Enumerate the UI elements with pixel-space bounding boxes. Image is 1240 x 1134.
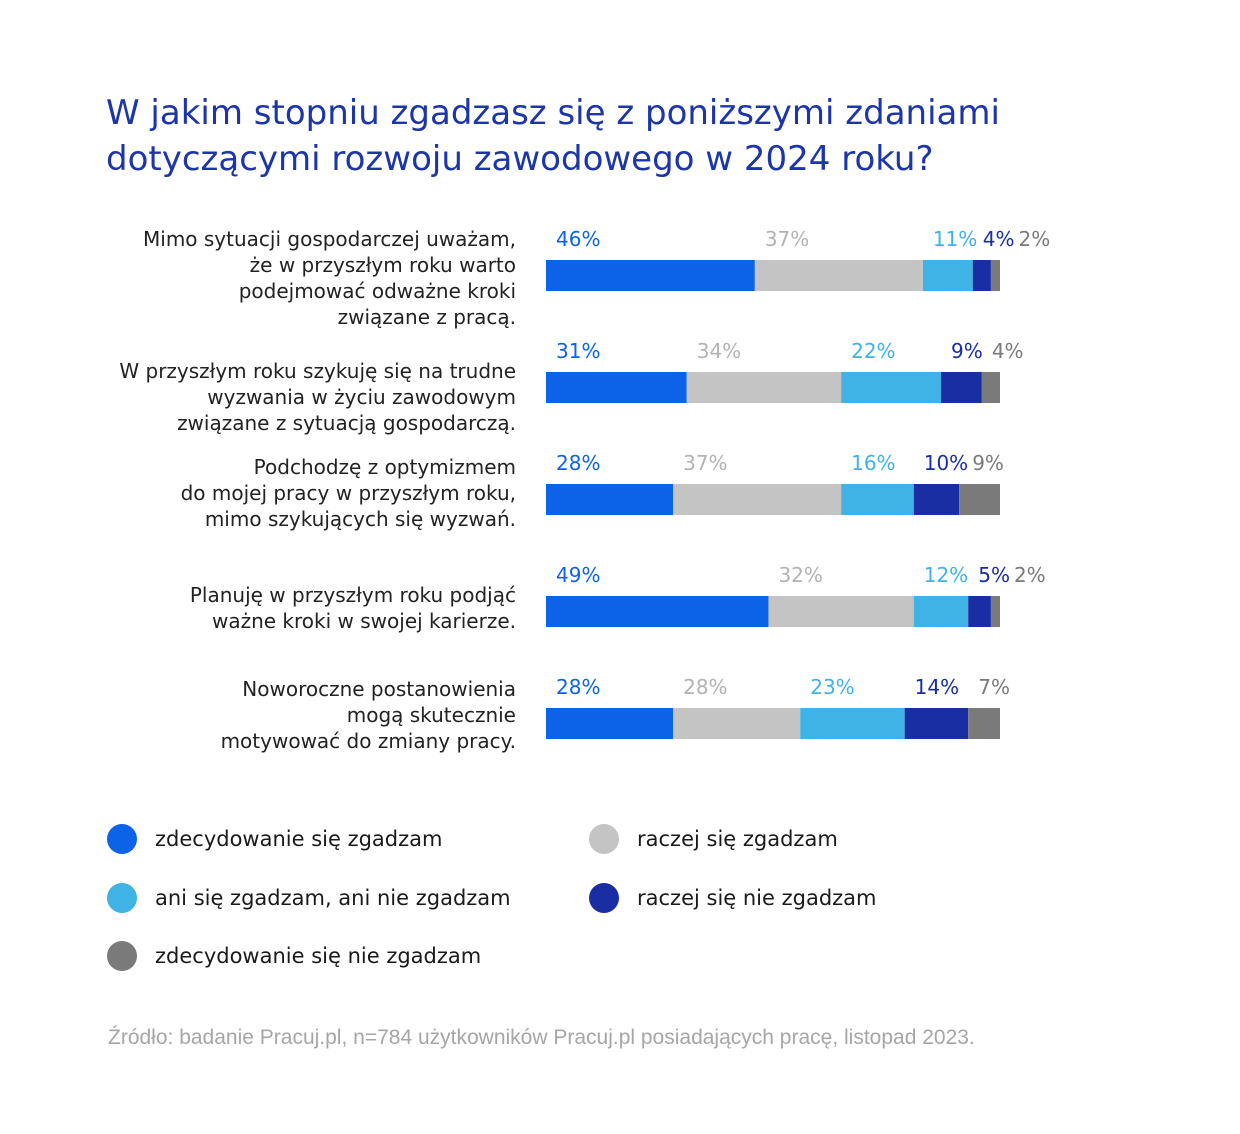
bar-segment [913, 596, 969, 627]
bar-segment [959, 484, 1000, 515]
value-label: 16% [851, 451, 895, 475]
legend-label: raczej się zgadzam [637, 827, 838, 851]
value-label: 5% [978, 563, 1010, 587]
row-label-line: Planuję w przyszłym roku podjąć [189, 583, 516, 607]
value-label: 11% [933, 227, 977, 251]
bar-segment [841, 484, 914, 515]
legend-item: zdecydowanie się nie zgadzam [107, 940, 481, 972]
row-label-line: podejmować odważne kroki [238, 279, 516, 303]
row-label-line: wyzwania w życiu zawodowym [207, 385, 516, 409]
row-label-line: mogą skutecznie [346, 703, 516, 727]
legend-label: raczej się nie zgadzam [637, 886, 877, 910]
bar-segment [968, 708, 1000, 739]
bar-segment [913, 484, 960, 515]
value-label: 4% [983, 227, 1015, 251]
value-label: 28% [556, 675, 600, 699]
row-label-line: ważne kroki w swojej karierze. [211, 609, 516, 633]
bar-segment [546, 260, 755, 291]
row-label-line: motywować do zmiany pracy. [220, 729, 516, 753]
bar-segment [754, 260, 923, 291]
row-label-line: W przyszłym roku szykuję się na trudne [119, 359, 516, 383]
bar-segment [546, 596, 769, 627]
chart-title: W jakim stopniu zgadzasz się z poniższym… [106, 90, 1066, 182]
legend-swatch [589, 824, 619, 854]
legend-label: zdecydowanie się nie zgadzam [155, 944, 482, 968]
bar-segment [768, 596, 914, 627]
row-label-line: mimo szykujących się wyzwań. [204, 507, 516, 531]
row-label-line: związane z pracą. [337, 305, 516, 329]
value-label: 9% [951, 339, 983, 363]
legend-swatch [589, 883, 619, 913]
value-label: 32% [778, 563, 822, 587]
value-label: 2% [1014, 563, 1046, 587]
value-label: 9% [972, 451, 1004, 475]
bar-segment [922, 260, 973, 291]
row-label: W przyszłym roku szykuję się na trudne wy… [86, 358, 516, 436]
bar-segment [968, 596, 991, 627]
row-label-line: Podchodzę z optymizmem [253, 455, 516, 479]
value-label: 7% [978, 675, 1010, 699]
legend-item: raczej się zgadzam [589, 823, 838, 855]
row-label-line: związane z sytuacją gospodarczą. [177, 411, 516, 435]
chart-title-line: dotyczącymi rozwoju zawodowego w 2024 ro… [106, 139, 934, 179]
bar-segment [904, 708, 969, 739]
value-label: 22% [851, 339, 895, 363]
stacked-bar-chart: 46% 37% 11% 4% 2%31% 34% 22% 9% 4%28% 37% 16% 10% 9%… [546, 227, 1050, 739]
legend-swatch [107, 824, 137, 854]
source-note: Źródło: badanie Pracuj.pl, n=784 użytkow… [108, 1026, 975, 1049]
value-label: 34% [697, 339, 741, 363]
row-label-line: Noworoczne postanowienia [242, 677, 516, 701]
bar-segment [546, 372, 687, 403]
value-label: 12% [924, 563, 968, 587]
value-label: 37% [683, 451, 727, 475]
legend-item: zdecydowanie się zgadzam [107, 823, 442, 855]
value-label: 31% [556, 339, 600, 363]
value-label: 10% [924, 451, 968, 475]
legend-item: ani się zgadzam, ani nie zgadzam [107, 882, 511, 914]
legend-label: ani się zgadzam, ani nie zgadzam [155, 886, 511, 910]
value-label: 2% [1018, 227, 1050, 251]
bar-segment [981, 372, 1000, 403]
bar-segment [972, 260, 991, 291]
bar-segment [546, 708, 674, 739]
legend-swatch [107, 883, 137, 913]
legend-item: raczej się nie zgadzam [589, 882, 877, 914]
bar-segment [940, 372, 982, 403]
value-label: 23% [810, 675, 854, 699]
row-label: Planuję w przyszłym roku podjąć ważne kro… [86, 582, 516, 634]
row-label-line: Mimo sytuacji gospodarczej uważam, [143, 227, 516, 251]
row-label: Mimo sytuacji gospodarczej uważam, że w p… [86, 226, 516, 330]
row-label-line: do mojej pracy w przyszłym roku, [180, 481, 516, 505]
bar-segment [990, 596, 1000, 627]
value-label: 14% [915, 675, 959, 699]
value-label: 28% [556, 451, 600, 475]
bar-segment [546, 484, 674, 515]
bar-segment [800, 708, 905, 739]
value-label: 4% [992, 339, 1024, 363]
legend-label: zdecydowanie się zgadzam [155, 827, 443, 851]
bar-segment [673, 484, 842, 515]
legend-swatch [107, 941, 137, 971]
bar-segment [673, 708, 801, 739]
bar-segment [686, 372, 842, 403]
value-label: 28% [683, 675, 727, 699]
value-label: 46% [556, 227, 600, 251]
bar-segment [841, 372, 941, 403]
chart-title-line: W jakim stopniu zgadzasz się z poniższym… [106, 93, 1000, 133]
value-label: 49% [556, 563, 600, 587]
row-label-line: że w przyszłym roku warto [249, 253, 516, 277]
row-label: Podchodzę z optymizmem do mojej pracy w p… [86, 454, 516, 532]
value-label: 37% [765, 227, 809, 251]
bar-segment [990, 260, 1000, 291]
row-label: Noworoczne postanowienia mogą skutecznie m… [86, 676, 516, 754]
